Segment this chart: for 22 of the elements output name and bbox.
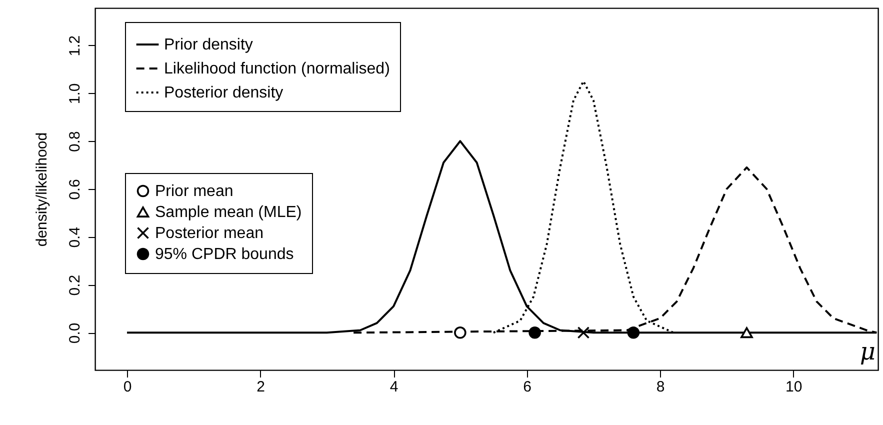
x-axis-title: μ bbox=[860, 338, 876, 366]
legend-label: Prior mean bbox=[155, 183, 234, 200]
y-tick-label: 0.8 bbox=[66, 131, 84, 152]
y-tick-label: 0.6 bbox=[66, 179, 84, 200]
y-tick-label: 1.2 bbox=[66, 35, 84, 56]
legend-label: Sample mean (MLE) bbox=[155, 204, 302, 221]
x-tick-label: 0 bbox=[123, 378, 132, 396]
y-tick-label: 1.0 bbox=[66, 83, 84, 104]
y-tick-label: 0.2 bbox=[66, 274, 84, 296]
legend-label: Prior density bbox=[164, 36, 253, 54]
y-tick-label: 0.4 bbox=[66, 226, 84, 248]
y-tick-label: 0.0 bbox=[66, 322, 84, 344]
y-axis-title: density/likelihood bbox=[34, 132, 50, 247]
x-tick-label: 10 bbox=[786, 378, 802, 396]
legend-label: Posterior density bbox=[164, 84, 284, 102]
x-tick-label: 2 bbox=[256, 378, 265, 396]
legend-label: Posterior mean bbox=[155, 225, 264, 242]
x-tick-label: 8 bbox=[656, 378, 665, 396]
x-tick-label: 4 bbox=[390, 378, 398, 396]
legend-label: 95% CPDR bounds bbox=[155, 246, 294, 263]
x-tick-label: 6 bbox=[523, 378, 532, 396]
legend-label: Likelihood function (normalised) bbox=[164, 60, 390, 78]
